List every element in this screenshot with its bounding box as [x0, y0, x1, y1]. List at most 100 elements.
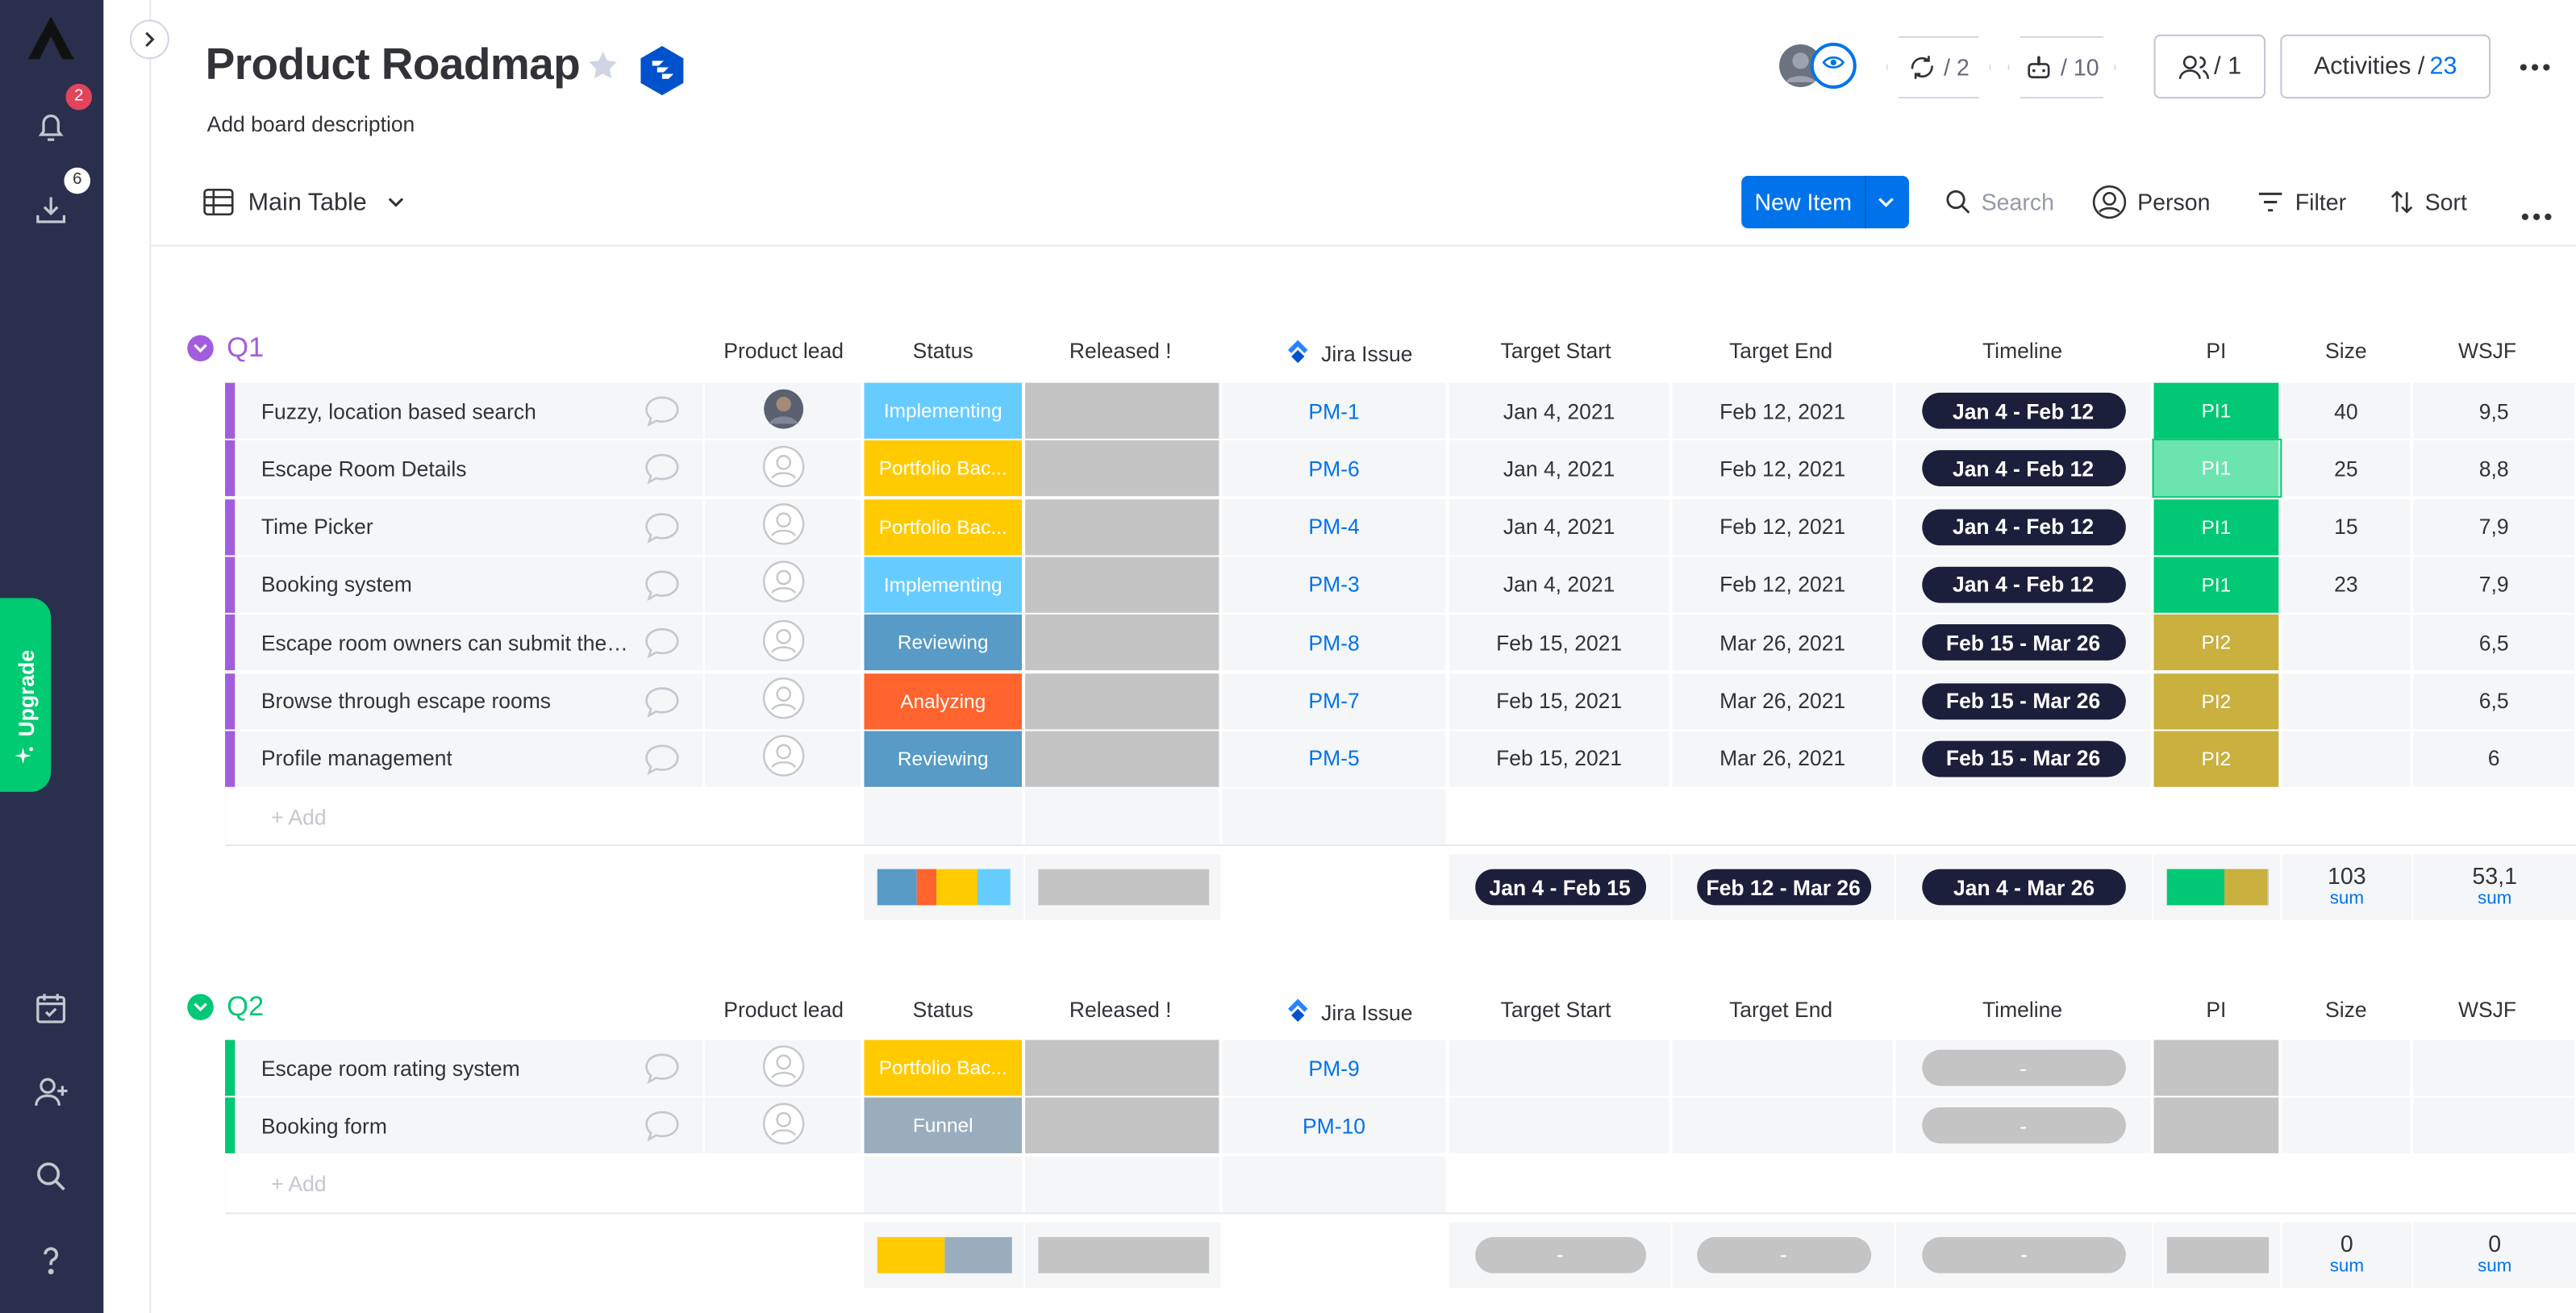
jira-issue-link[interactable]: PM-9: [1308, 1055, 1360, 1081]
jira-issue-cell[interactable]: PM-3: [1222, 556, 1448, 613]
status-cell[interactable]: Portfolio Bac...: [864, 1040, 1024, 1096]
size-cell[interactable]: [2282, 615, 2412, 671]
table-row[interactable]: Booking system Implementing PM-3 Jan 4, 202…: [225, 556, 2576, 613]
product-lead-cell[interactable]: [704, 673, 863, 729]
jira-issue-link[interactable]: PM-5: [1308, 746, 1360, 771]
integrations-button[interactable]: / 10: [2007, 35, 2116, 99]
person-placeholder-icon[interactable]: [761, 1044, 804, 1092]
pi-cell[interactable]: PI2: [2153, 615, 2281, 671]
timeline-cell[interactable]: Feb 15 - Mar 26: [1895, 731, 2153, 787]
item-name[interactable]: Escape room owners can submit their…: [261, 630, 630, 656]
product-lead-cell[interactable]: [704, 382, 863, 439]
status-distribution-bar[interactable]: [876, 1236, 1011, 1273]
wsjf-cell[interactable]: 6: [2413, 731, 2576, 787]
column-header-size[interactable]: Size: [2325, 997, 2367, 1023]
jira-issue-cell[interactable]: PM-1: [1222, 382, 1448, 439]
product-lead-cell[interactable]: [704, 440, 863, 497]
timeline-pill[interactable]: Jan 4 - Feb 12: [1921, 508, 2125, 545]
jira-integration-icon[interactable]: [639, 44, 685, 97]
released-cell[interactable]: [1025, 673, 1221, 729]
target-start-cell[interactable]: [1448, 1098, 1671, 1154]
item-name-cell[interactable]: Escape room owners can submit their…: [225, 615, 705, 671]
expand-sidebar-button[interactable]: [129, 19, 169, 60]
group-title-q1[interactable]: Q1: [187, 331, 264, 365]
column-header-size[interactable]: Size: [2325, 338, 2367, 364]
column-header-rel[interactable]: Released !: [1069, 338, 1172, 364]
wsjf-cell[interactable]: 7,9: [2413, 556, 2576, 613]
released-cell[interactable]: [1025, 731, 1221, 787]
board-description[interactable]: Add board description: [206, 111, 415, 137]
item-name[interactable]: Time Picker: [261, 514, 373, 540]
released-cell[interactable]: [1025, 440, 1221, 497]
new-item-button[interactable]: New Item: [1741, 175, 1909, 229]
item-name[interactable]: Fuzzy, location based search: [261, 398, 536, 423]
timeline-pill[interactable]: Jan 4 - Feb 12: [1921, 450, 2125, 487]
timeline-pill[interactable]: -: [1921, 1049, 2125, 1086]
sort-button[interactable]: Sort: [2389, 185, 2467, 219]
product-lead-cell[interactable]: [704, 498, 863, 555]
timeline-range-pill[interactable]: -: [1922, 1236, 2126, 1273]
status-distribution-bar[interactable]: [876, 869, 1011, 906]
status-cell[interactable]: Implementing: [864, 556, 1024, 613]
size-sum-label[interactable]: sum: [2329, 889, 2365, 909]
pi-cell[interactable]: PI1: [2152, 439, 2282, 498]
chat-bubble-icon[interactable]: [642, 451, 682, 487]
target-start-range-pill[interactable]: -: [1474, 1236, 1646, 1273]
board-title[interactable]: Product Roadmap: [205, 39, 581, 89]
target-start-cell[interactable]: Jan 4, 2021: [1448, 382, 1671, 439]
pi-cell[interactable]: [2153, 1098, 2281, 1154]
size-cell[interactable]: [2282, 673, 2412, 729]
help-icon[interactable]: [31, 1240, 71, 1280]
item-name-cell[interactable]: Escape room rating system: [225, 1040, 705, 1096]
chat-bubble-icon[interactable]: [642, 509, 682, 545]
wsjf-cell[interactable]: 6,5: [2413, 615, 2576, 671]
size-cell[interactable]: 23: [2282, 556, 2412, 613]
chat-bubble-icon[interactable]: [642, 1050, 682, 1086]
wsjf-cell[interactable]: 7,9: [2413, 498, 2576, 555]
size-cell[interactable]: 40: [2282, 382, 2412, 439]
column-header-status[interactable]: Status: [912, 997, 973, 1023]
target-end-cell[interactable]: Feb 12, 2021: [1672, 382, 1894, 439]
wsjf-cell[interactable]: 9,5: [2413, 382, 2576, 439]
pi-cell[interactable]: [2153, 1040, 2281, 1096]
size-sum-label[interactable]: sum: [2329, 1256, 2365, 1276]
download-icon[interactable]: [31, 190, 71, 230]
jira-issue-link[interactable]: PM-7: [1308, 688, 1360, 714]
chevron-down-icon[interactable]: [187, 994, 214, 1020]
target-end-cell[interactable]: Mar 26, 2021: [1672, 673, 1894, 729]
jira-issue-cell[interactable]: PM-10: [1222, 1098, 1448, 1154]
item-name-cell[interactable]: Fuzzy, location based search: [225, 382, 705, 439]
column-header-rel[interactable]: Released !: [1069, 997, 1172, 1023]
person-placeholder-icon[interactable]: [761, 735, 804, 782]
status-cell[interactable]: Analyzing: [864, 673, 1024, 729]
toolbar-menu-button[interactable]: [2520, 195, 2553, 230]
status-cell[interactable]: Portfolio Bac...: [864, 498, 1024, 555]
product-lead-cell[interactable]: [704, 1040, 863, 1096]
jira-issue-link[interactable]: PM-4: [1308, 514, 1360, 540]
jira-issue-cell[interactable]: PM-5: [1222, 731, 1448, 787]
filter-button[interactable]: Filter: [2256, 185, 2346, 219]
bell-icon[interactable]: [31, 106, 71, 146]
released-cell[interactable]: [1025, 1098, 1221, 1154]
group-title-q2[interactable]: Q2: [187, 990, 264, 1023]
status-cell[interactable]: Reviewing: [864, 615, 1024, 671]
timeline-cell[interactable]: Jan 4 - Feb 12: [1895, 556, 2153, 613]
target-end-cell[interactable]: Feb 12, 2021: [1672, 440, 1894, 497]
chevron-down-icon[interactable]: [187, 335, 214, 362]
pi-cell[interactable]: PI2: [2153, 673, 2281, 729]
released-cell[interactable]: [1025, 556, 1221, 613]
star-icon[interactable]: [586, 49, 619, 82]
board-menu-button[interactable]: [2519, 46, 2552, 81]
column-header-lead[interactable]: Product lead: [723, 338, 844, 364]
calendar-check-icon[interactable]: [31, 989, 71, 1028]
pi-cell[interactable]: PI1: [2153, 556, 2281, 613]
jira-issue-link[interactable]: PM-1: [1308, 398, 1360, 423]
column-header-start[interactable]: Target Start: [1500, 997, 1611, 1023]
product-lead-cell[interactable]: [704, 615, 863, 671]
chat-bubble-icon[interactable]: [642, 393, 682, 429]
person-placeholder-icon[interactable]: [761, 503, 804, 551]
timeline-cell[interactable]: -: [1895, 1098, 2153, 1154]
jira-issue-link[interactable]: PM-10: [1303, 1113, 1366, 1139]
timeline-cell[interactable]: Jan 4 - Feb 12: [1895, 382, 2153, 439]
column-header-pi[interactable]: PI: [2206, 997, 2227, 1023]
